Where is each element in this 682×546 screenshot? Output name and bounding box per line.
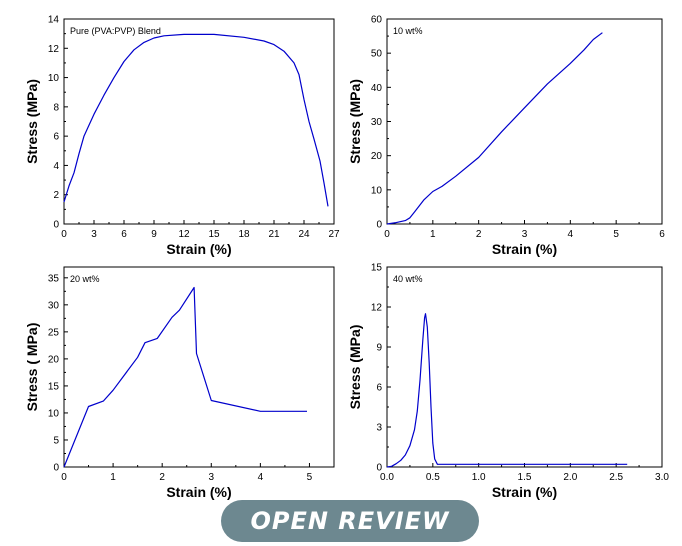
x-tick-label: 27 (328, 229, 340, 240)
stress-strain-curve (386, 313, 628, 468)
x-tick-label: 4 (568, 229, 574, 240)
x-tick-label: 0.0 (380, 472, 394, 483)
y-tick-label: 30 (371, 117, 383, 128)
x-tick-label: 5 (307, 472, 313, 483)
x-tick-label: 1 (430, 229, 436, 240)
x-tick-label: 2 (159, 472, 165, 483)
y-tick-label: 0 (53, 463, 59, 474)
x-axis-title: Strain (%) (166, 484, 231, 500)
panel-annotation: Pure (PVA:PVP) Blend (70, 26, 161, 36)
x-tick-label: 1.0 (472, 472, 486, 483)
y-tick-label: 8 (53, 102, 59, 113)
y-tick-label: 10 (371, 185, 383, 196)
x-tick-label: 12 (178, 229, 190, 240)
x-tick-label: 3.0 (655, 472, 669, 483)
plot-frame (63, 266, 335, 468)
stress-strain-curve (386, 32, 603, 225)
y-tick-label: 0 (376, 463, 382, 474)
y-tick-label: 6 (376, 383, 382, 394)
panel-annotation: 40 wt% (393, 274, 423, 284)
x-tick-label: 2.5 (609, 472, 623, 483)
y-tick-label: 3 (376, 423, 382, 434)
x-tick-label: 0 (61, 472, 67, 483)
x-tick-label: 0.5 (426, 472, 440, 483)
y-tick-label: 30 (48, 300, 60, 311)
x-tick-label: 4 (258, 472, 264, 483)
y-tick-label: 14 (48, 15, 60, 26)
plot-frame (386, 18, 663, 225)
plot-frame (63, 18, 335, 225)
panel-annotation: 10 wt% (393, 26, 423, 36)
x-tick-label: 3 (208, 472, 214, 483)
y-tick-label: 20 (371, 151, 383, 162)
x-tick-label: 0 (384, 229, 390, 240)
x-tick-label: 0 (61, 229, 67, 240)
y-tick-label: 20 (48, 354, 60, 365)
y-tick-label: 10 (48, 408, 60, 419)
y-tick-label: 5 (53, 435, 59, 446)
y-tick-label: 15 (371, 263, 383, 274)
x-tick-label: 1.5 (518, 472, 532, 483)
plot-frame (386, 266, 663, 468)
x-tick-label: 1 (110, 472, 116, 483)
x-axis-title: Strain (%) (492, 241, 557, 257)
y-tick-label: 4 (53, 161, 59, 172)
x-tick-label: 2.0 (563, 472, 577, 483)
y-tick-label: 6 (53, 132, 59, 143)
x-tick-label: 6 (121, 229, 127, 240)
y-tick-label: 15 (48, 381, 60, 392)
y-tick-label: 9 (376, 343, 382, 354)
y-tick-label: 35 (48, 273, 60, 284)
x-tick-label: 18 (238, 229, 250, 240)
x-tick-label: 3 (522, 229, 528, 240)
y-tick-label: 12 (48, 44, 60, 55)
y-tick-label: 60 (371, 15, 383, 26)
x-axis-title: Strain (%) (166, 241, 231, 257)
x-tick-label: 21 (268, 229, 280, 240)
x-tick-label: 15 (208, 229, 220, 240)
y-tick-label: 40 (371, 83, 383, 94)
x-tick-label: 9 (151, 229, 157, 240)
x-tick-label: 5 (613, 229, 619, 240)
chart-panel-20wt: 0 1 2 3 4 5 0 5 10 15 20 25 30 35 Strain (%) Stress ( M… (24, 266, 335, 500)
y-tick-label: 12 (371, 303, 383, 314)
y-tick-label: 0 (53, 220, 59, 231)
y-axis-title: Stress (MPa) (24, 79, 40, 164)
y-tick-label: 0 (376, 220, 382, 231)
y-axis-title: Stress (MPa) (347, 79, 363, 164)
y-tick-label: 25 (48, 327, 60, 338)
stress-strain-curve (63, 33, 329, 207)
y-axis-title: Stress (MPa) (347, 325, 363, 410)
y-tick-label: 2 (53, 190, 59, 201)
panel-annotation: 20 wt% (70, 274, 100, 284)
y-axis-title: Stress ( MPa) (24, 323, 40, 412)
x-tick-label: 2 (476, 229, 482, 240)
x-tick-label: 24 (298, 229, 310, 240)
open-review-label: OPEN REVIEW (250, 507, 450, 535)
open-review-badge: OPEN REVIEW (221, 500, 479, 542)
chart-panel-40wt: 0.0 0.5 1.0 1.5 2.0 2.5 3.0 0 3 6 9 12 15 Strain (%) S… (347, 263, 669, 501)
stress-strain-curve (63, 286, 307, 468)
y-tick-label: 10 (48, 73, 60, 84)
x-axis-title: Strain (%) (492, 484, 557, 500)
x-tick-label: 3 (91, 229, 97, 240)
y-tick-label: 50 (371, 49, 383, 60)
x-tick-label: 6 (659, 229, 665, 240)
